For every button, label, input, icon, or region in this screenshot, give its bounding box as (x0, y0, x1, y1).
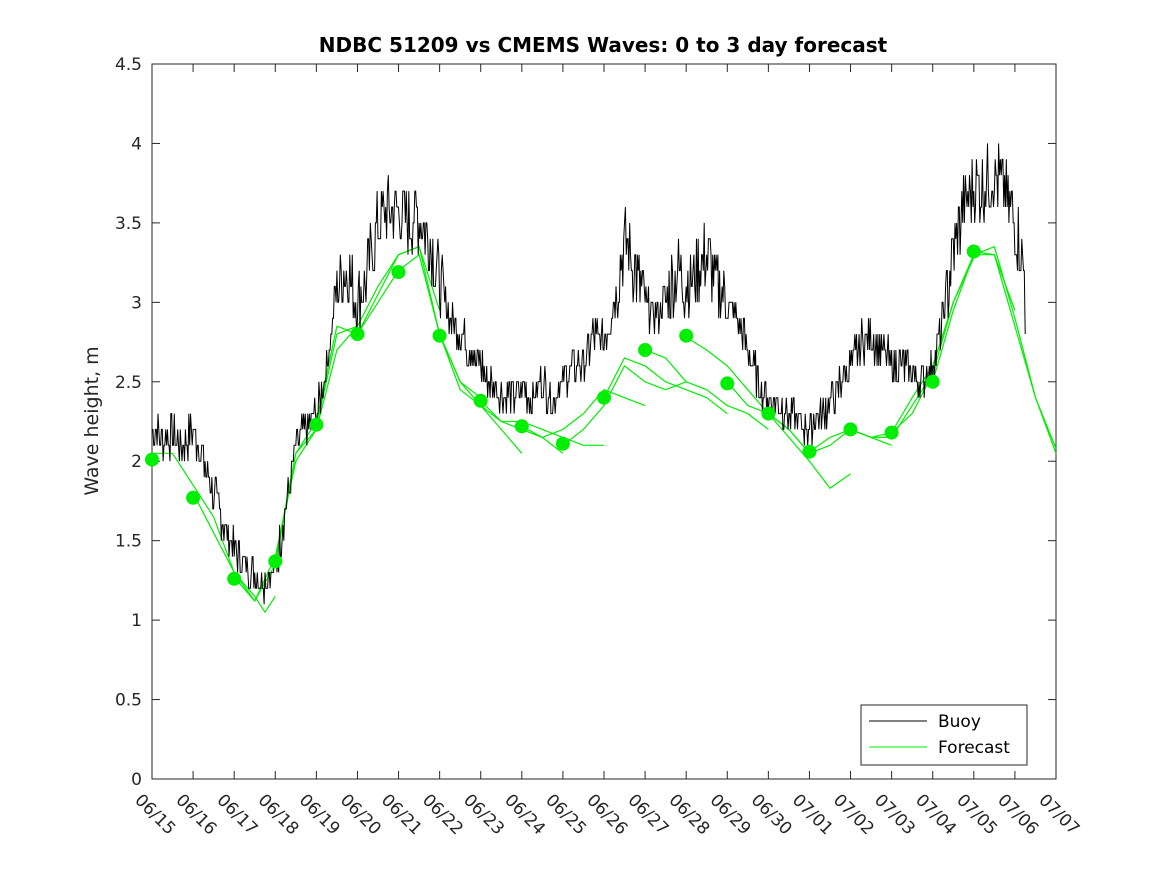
y-tick-label: 0 (131, 770, 142, 790)
x-tick-label: 06/19 (295, 790, 344, 839)
forecast-run-line (768, 413, 892, 454)
forecast-run-line (233, 325, 358, 602)
forecast-run-line (439, 333, 564, 454)
forecast-marker (432, 328, 447, 343)
buoy-series (152, 143, 1026, 605)
y-tick-label: 0.5 (115, 691, 142, 711)
x-tick-label: 06/21 (377, 790, 426, 839)
forecast-markers (145, 244, 981, 586)
forecast-marker (309, 417, 324, 432)
y-tick-label: 2 (131, 452, 142, 472)
x-tick-label: 07/05 (952, 790, 1001, 839)
y-tick-label: 3 (131, 293, 142, 313)
x-tick-label: 06/23 (459, 790, 508, 839)
forecast-run-line (644, 349, 769, 430)
x-tick-label: 07/04 (911, 790, 960, 839)
forecast-marker (350, 327, 365, 342)
legend: Buoy Forecast (860, 704, 1028, 766)
y-tick-label: 4 (131, 134, 142, 154)
x-tick-label: 06/25 (541, 790, 590, 839)
x-tick-label: 06/29 (706, 790, 755, 839)
chart-title: NDBC 51209 vs CMEMS Waves: 0 to 3 day fo… (319, 33, 888, 57)
x-tick-label: 06/18 (254, 790, 303, 839)
plot-frame (151, 63, 1057, 780)
forecast-run-line (521, 389, 646, 438)
forecast-run-line (562, 365, 687, 446)
forecast-run-line (973, 250, 1057, 449)
x-tick-label: 06/28 (665, 790, 714, 839)
y-tick-label: 1.5 (115, 532, 142, 552)
x-tick-label: 06/16 (172, 790, 221, 839)
y-tick-label: 4.5 (115, 55, 142, 75)
forecast-marker (884, 425, 899, 440)
forecast-run-line (480, 400, 604, 446)
plot-area (151, 63, 1057, 780)
forecast-run-line (152, 452, 276, 613)
y-tick-label: 3.5 (115, 214, 142, 234)
forecast-marker (720, 376, 735, 391)
forecast-marker (679, 328, 694, 343)
forecast-marker (925, 374, 940, 389)
forecast-run-line (726, 381, 851, 489)
x-tick-label: 06/15 (130, 790, 179, 839)
legend-box (860, 704, 1028, 766)
y-axis-label: Wave height, m (81, 346, 103, 495)
x-tick-label: 06/30 (747, 790, 796, 839)
y-tick-label: 2.5 (115, 373, 142, 393)
x-tick-label: 07/03 (870, 790, 919, 839)
forecast-marker (966, 244, 981, 259)
x-tick-label: 06/27 (624, 790, 673, 839)
forecast-marker (761, 406, 776, 421)
forecast-run-line (603, 357, 728, 415)
x-tick-label: 07/07 (1034, 790, 1083, 839)
forecast-marker (145, 452, 159, 467)
forecast-marker (802, 444, 817, 459)
forecast-run-line (891, 254, 1016, 434)
x-tick-label: 06/20 (336, 790, 385, 839)
x-tick-label: 07/01 (788, 790, 837, 839)
forecast-run-line (274, 270, 400, 560)
forecast-run-line (809, 373, 934, 453)
forecast-marker (843, 422, 858, 437)
forecast-marker (473, 393, 488, 408)
forecast-marker (227, 571, 242, 586)
forecast-marker (638, 343, 653, 357)
forecast-marker (555, 436, 570, 451)
x-tick-label: 07/02 (829, 790, 878, 839)
legend-forecast-label: Forecast (938, 738, 1010, 758)
forecast-run-line (398, 254, 523, 454)
x-tick-label: 07/06 (993, 790, 1042, 839)
x-tick-label: 06/17 (213, 790, 262, 839)
forecast-marker (597, 390, 611, 405)
y-tick-label: 1 (131, 611, 142, 631)
forecast-marker (514, 419, 529, 434)
buoy-line (152, 143, 1026, 605)
forecast-series (152, 246, 1057, 613)
legend-buoy-label: Buoy (938, 712, 981, 732)
y-axis-ticks: 0 0.5 1 1.5 2 2.5 3 3.5 4 4.5 (115, 55, 1056, 790)
forecast-run-line (356, 246, 482, 399)
x-tick-label: 06/26 (582, 790, 631, 839)
forecast-marker (268, 554, 283, 569)
x-tick-label: 06/24 (500, 790, 549, 839)
x-tick-label: 06/22 (418, 790, 467, 839)
forecast-marker (391, 265, 406, 280)
forecast-marker (186, 490, 201, 505)
